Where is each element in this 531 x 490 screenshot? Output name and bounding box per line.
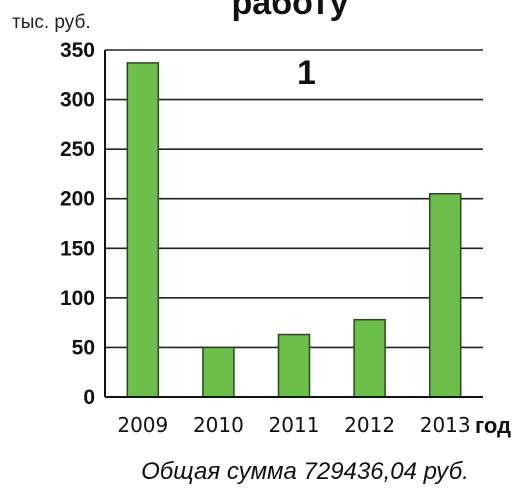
y-tick-labels: 0 50 100 150 200 250 300 350 xyxy=(60,39,95,409)
panel-label: 1 xyxy=(297,54,316,92)
y-tick-label: 150 xyxy=(60,237,95,260)
chart-title: работу xyxy=(231,0,348,22)
bar-2013 xyxy=(428,193,462,398)
x-tick-label: 2012 xyxy=(344,413,395,437)
bar-2011 xyxy=(277,333,311,398)
total-sum-caption: Общая сумма 729436,04 руб. xyxy=(141,458,469,485)
x-tick-label: 2009 xyxy=(117,413,168,437)
y-tick-label: 0 xyxy=(83,386,95,409)
x-tick-label: 2013 xyxy=(420,413,471,437)
bar-2012 xyxy=(353,318,386,398)
y-tick-label: 350 xyxy=(60,39,95,62)
y-tick-label: 300 xyxy=(60,89,95,112)
y-tick-label: 50 xyxy=(72,336,95,359)
gridlines xyxy=(105,49,483,349)
x-tick-labels: 2009 2010 2011 2012 2013 xyxy=(117,413,470,437)
x-tick-label: 2011 xyxy=(269,413,320,437)
y-tick-label: 200 xyxy=(60,188,95,211)
x-axis-label: год xyxy=(475,413,511,438)
bar-2009 xyxy=(126,62,160,398)
y-tick-label: 250 xyxy=(60,138,95,161)
y-tick-label: 100 xyxy=(60,287,95,310)
x-tick-label: 2010 xyxy=(193,413,244,437)
unit-label: тыс. руб. xyxy=(12,12,91,33)
bar-2010 xyxy=(202,346,235,398)
